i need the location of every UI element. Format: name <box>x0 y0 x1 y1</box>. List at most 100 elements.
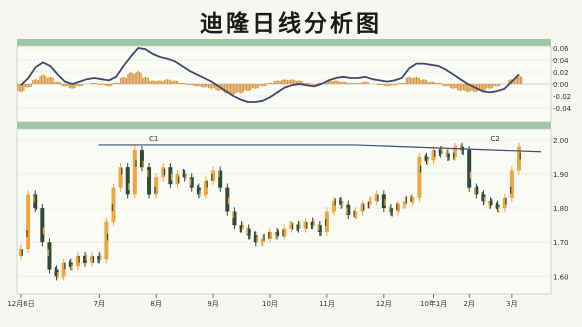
candle-body <box>196 187 201 195</box>
indicator-line <box>20 47 520 103</box>
trendline-label: C1 <box>149 135 158 143</box>
indicator-tick-label: 0.06 <box>553 45 569 53</box>
candle-body <box>275 231 280 236</box>
candle-body <box>339 201 344 205</box>
trendline-label: C2 <box>491 135 500 143</box>
price-panel <box>16 128 552 295</box>
candle-body <box>104 221 109 260</box>
candle-body <box>154 177 159 195</box>
candle-body <box>445 153 450 157</box>
candle-body <box>168 167 173 185</box>
trendlines: C1 C2 <box>98 135 542 153</box>
x-tick-label: 10年1月 <box>420 299 447 308</box>
candle-body <box>125 167 130 195</box>
candle-body <box>431 150 436 161</box>
candle-body <box>474 187 479 195</box>
candle-body <box>367 201 372 205</box>
candle-body <box>317 225 322 232</box>
candle-body <box>303 221 308 229</box>
x-tick-label: 10月 <box>262 300 278 308</box>
candle-body <box>33 194 38 209</box>
x-tick-label: 12月6日 <box>7 300 34 308</box>
candle-body <box>374 194 379 202</box>
candle-body <box>118 167 123 188</box>
indicator-tick-label: 0.02 <box>553 69 569 77</box>
candle-body <box>147 167 152 195</box>
indicator-histogram <box>17 70 523 95</box>
candle-body <box>239 225 244 229</box>
price-header-band <box>17 122 551 129</box>
price-candles <box>19 142 521 281</box>
indicator-tick-label: 0.00 <box>553 81 569 89</box>
price-y-axis: 2.00 1.90 1.80 1.70 1.60 <box>553 137 569 282</box>
price-tick-label: 1.90 <box>553 171 569 179</box>
price-tick-label: 1.60 <box>553 273 569 281</box>
candle-body <box>132 150 137 195</box>
candle-body <box>225 187 230 212</box>
candle-body <box>360 204 365 212</box>
candle-body <box>54 269 59 277</box>
x-tick-label: 11月 <box>319 300 335 308</box>
candle-body <box>246 228 251 236</box>
candle-body <box>218 170 223 188</box>
candle-body <box>189 177 194 188</box>
candle-body <box>495 204 500 209</box>
candle-body <box>381 194 386 209</box>
candle-body <box>509 170 514 198</box>
candle-body <box>111 187 116 222</box>
candle-body <box>19 249 23 256</box>
x-tick-label: 9月 <box>207 300 218 308</box>
candle-body <box>47 242 52 270</box>
candle-body <box>282 228 287 236</box>
candle-body <box>83 255 88 263</box>
candle-body <box>211 170 216 181</box>
price-tick-label: 2.00 <box>553 137 569 145</box>
candle-body <box>324 211 329 232</box>
candle-body <box>452 146 457 157</box>
price-tick-label: 1.70 <box>553 239 569 247</box>
indicator-tick-label: -0.02 <box>553 93 571 101</box>
indicator-y-axis: 0.06 0.04 0.02 0.00 -0.02 -0.04 <box>553 45 572 113</box>
candle-body <box>396 204 401 212</box>
oscillator-line <box>20 47 520 103</box>
indicator-tick-label: 0.04 <box>553 57 569 65</box>
candle-body <box>203 180 208 195</box>
price-tick-label: 1.80 <box>553 205 569 213</box>
indicator-header-band <box>17 39 551 46</box>
candle-body <box>253 235 258 243</box>
candle-body <box>268 231 272 239</box>
candle-body <box>353 211 358 215</box>
candle-body <box>502 197 507 209</box>
candle-body <box>403 201 408 205</box>
candle-body <box>40 208 45 243</box>
candle-body <box>139 150 144 168</box>
candle-body <box>388 208 393 212</box>
candle-body <box>481 194 486 202</box>
candle-body <box>296 225 301 229</box>
candle-body <box>97 255 102 260</box>
candle-body <box>61 262 66 277</box>
x-tick-label: 7月 <box>94 300 105 308</box>
trendline <box>355 144 542 153</box>
candle-body <box>467 150 472 188</box>
candle-body <box>289 225 294 229</box>
candle-body <box>346 204 351 215</box>
candle-body <box>410 197 415 202</box>
candle-body <box>417 156 422 198</box>
candle-body <box>310 221 315 226</box>
candle-body <box>90 255 95 263</box>
indicator-tick-label: -0.04 <box>553 105 572 113</box>
x-axis: 12月6日 7月 8月 9月 10月 11月 12月 10年1月 2月 3月 <box>7 294 518 308</box>
x-tick-label: 8月 <box>150 300 161 308</box>
candle-body <box>438 150 443 154</box>
candle-body <box>175 173 180 185</box>
candle-body <box>232 211 237 226</box>
x-tick-label: 3月 <box>506 300 517 308</box>
candle-body <box>182 173 187 178</box>
candle-body <box>75 255 80 267</box>
x-tick-label: 12月 <box>376 300 392 308</box>
candle-body <box>260 238 265 243</box>
candle-body <box>26 194 31 250</box>
